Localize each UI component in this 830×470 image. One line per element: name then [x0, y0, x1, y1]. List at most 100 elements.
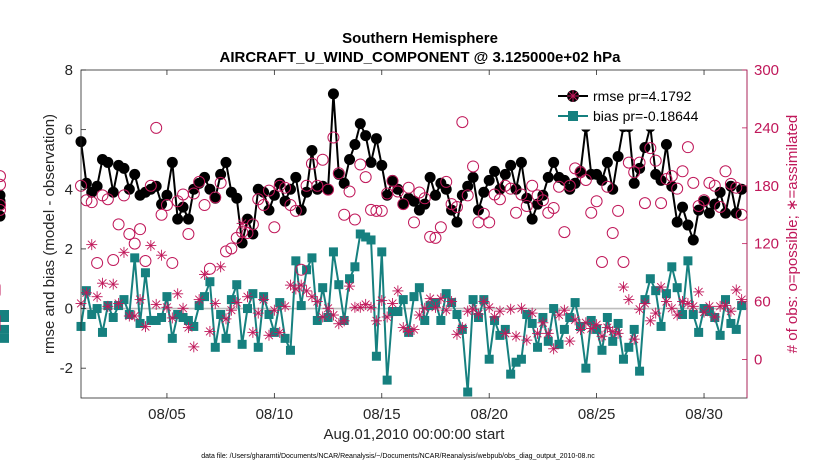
- rmse-point: [548, 156, 560, 168]
- chart-subtitle: AIRCRAFT_U_WIND_COMPONENT @ 3.125000e+02…: [220, 49, 622, 66]
- assimilated-point: [639, 297, 651, 309]
- rmse-point: [387, 174, 399, 186]
- possible-point: [590, 195, 603, 208]
- possible-point: [520, 200, 533, 213]
- possible-point: [418, 192, 431, 205]
- bias-point: [608, 336, 618, 346]
- bias-point: [726, 318, 736, 328]
- x-axis-ticks: 08/05 08/10 08/15 08/20 08/25 08/30: [148, 70, 723, 423]
- rmse-point: [263, 204, 275, 216]
- assimilated-point: [129, 310, 141, 322]
- bias-point: [683, 256, 693, 266]
- rmse-point: [596, 174, 608, 186]
- rmse-point: [505, 159, 517, 171]
- assimilated-point: [494, 305, 506, 317]
- rmse-point: [236, 237, 248, 249]
- rmse-point: [698, 195, 710, 207]
- possible-point: [536, 194, 549, 207]
- bias-point: [678, 310, 688, 320]
- possible-point: [698, 194, 711, 207]
- assimilated-point: [510, 330, 522, 342]
- possible-point: [655, 197, 668, 210]
- possible-point: [477, 207, 490, 220]
- bias-point: [318, 283, 328, 293]
- assimilated-point: [193, 294, 205, 306]
- bias-point: [328, 247, 338, 257]
- assimilated-point: [118, 246, 130, 258]
- assimilated-point: [252, 307, 264, 319]
- bias-point: [97, 327, 107, 337]
- bias-point: [140, 268, 150, 278]
- assimilated-point: [499, 327, 511, 339]
- possible-point: [628, 166, 641, 179]
- bias-point: [398, 295, 408, 305]
- bias-point: [463, 387, 473, 397]
- y2-tick-label: 300: [754, 62, 779, 79]
- bias-point: [661, 289, 671, 299]
- bias-point: [570, 298, 580, 308]
- rmse-point: [714, 186, 726, 198]
- rmse-point: [526, 213, 538, 225]
- assimilated-point: [290, 283, 302, 295]
- y-tick-label: 6: [65, 122, 73, 139]
- possible-point: [633, 156, 646, 169]
- y-axis-label: rmse and bias (model - observation): [41, 114, 58, 354]
- possible-point: [354, 158, 367, 171]
- assimilated-point: [644, 315, 656, 327]
- rmse-point: [693, 204, 705, 216]
- rmse-point: [290, 171, 302, 183]
- legend-box: [552, 84, 741, 130]
- bias-point: [506, 369, 516, 379]
- bias-point: [602, 312, 612, 322]
- possible-point: [617, 255, 630, 268]
- possible-point: [209, 191, 222, 204]
- possible-point: [450, 200, 463, 213]
- bias-point: [216, 310, 226, 320]
- assimilated-point: [569, 314, 581, 326]
- possible-point: [440, 175, 453, 188]
- possible-point: [402, 181, 415, 194]
- rmse-point: [575, 165, 586, 177]
- possible-point: [134, 223, 147, 236]
- rmse-point: [429, 189, 441, 201]
- assimilated-point: [317, 311, 329, 323]
- y2-tick-label: 180: [754, 178, 779, 195]
- legend: rmse pr=4.1792 bias pr=-0.18644: [552, 84, 741, 130]
- rmse-point: [231, 192, 243, 204]
- bias-point: [511, 357, 521, 367]
- possible-point: [687, 176, 700, 189]
- bias-point: [613, 318, 623, 328]
- rmse-point: [220, 156, 232, 168]
- possible-point: [493, 193, 506, 206]
- possible-point: [434, 221, 447, 234]
- assimilated-point: [446, 296, 458, 308]
- footnote: data file: /Users/gharamti/Documents/NCA…: [201, 453, 595, 460]
- assimilated-point: [429, 301, 441, 313]
- possible-point: [665, 170, 678, 183]
- possible-point: [322, 183, 335, 196]
- assimilated-point: [172, 288, 184, 300]
- assimilated-point: [199, 269, 211, 281]
- possible-point: [558, 226, 571, 239]
- rmse-point: [107, 186, 119, 198]
- rmse-point: [558, 174, 570, 186]
- x-tick-label: 08/25: [578, 406, 616, 423]
- rmse-point: [91, 180, 103, 192]
- bias-point: [248, 289, 258, 299]
- bias-point: [549, 304, 559, 314]
- assimilated-point: [231, 296, 243, 308]
- assimilated-point: [225, 304, 237, 316]
- bias-point: [554, 339, 564, 349]
- assimilated-point: [424, 293, 436, 305]
- possible-point: [338, 208, 351, 221]
- possible-point: [273, 179, 286, 192]
- bias-point: [291, 256, 301, 266]
- assimilated-point: [537, 317, 549, 329]
- assimilated-point: [435, 293, 447, 305]
- rmse-point: [370, 133, 382, 145]
- assimilated-point: [542, 327, 554, 339]
- rmse-point: [0, 195, 6, 207]
- possible-point: [676, 165, 689, 178]
- assimilated-point: [107, 278, 119, 290]
- rmse-point: [628, 177, 640, 189]
